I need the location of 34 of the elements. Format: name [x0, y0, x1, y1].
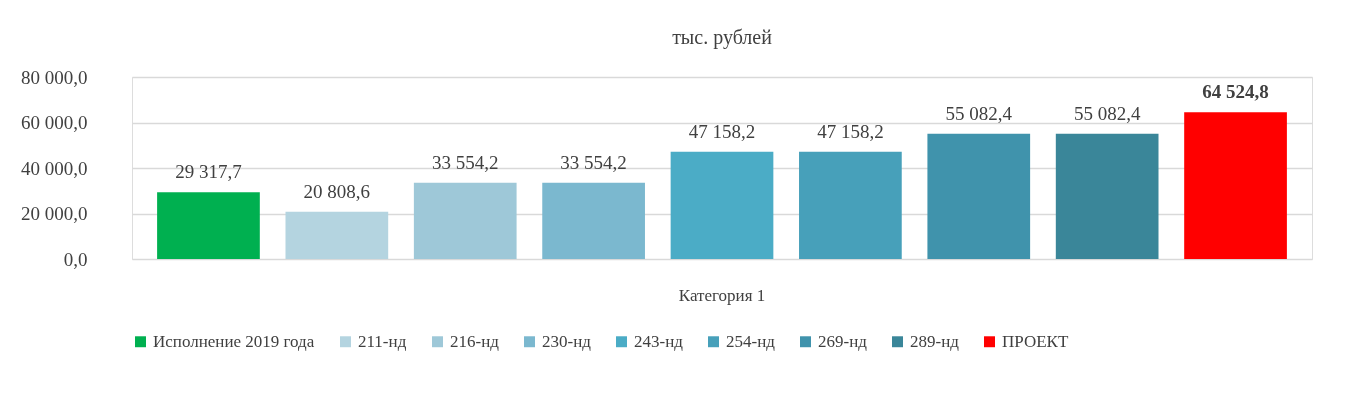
y-tick-label: 0,0 [63, 248, 88, 270]
legend-label: Исполнение 2019 года [153, 331, 315, 351]
bar [157, 192, 260, 259]
bar [670, 151, 774, 259]
data-label: 47 158,2 [688, 120, 756, 142]
bar [413, 182, 517, 259]
bar [1055, 133, 1159, 259]
data-label: 29 317,7 [175, 161, 242, 183]
y-tick-label: 40 000,0 [21, 157, 88, 179]
legend-label: 269-нд [818, 331, 868, 351]
data-label: 20 808,6 [303, 180, 371, 202]
data-label: 47 158,2 [817, 120, 884, 142]
legend-label: ПРОЕКТ [1002, 331, 1069, 351]
chart-title: тыс. рублей [672, 26, 773, 49]
legend-label: 243-нд [634, 331, 684, 351]
legend-label: 289-нд [910, 331, 960, 351]
bar [927, 133, 1031, 259]
data-label: 55 082,4 [945, 102, 1013, 124]
legend-label: 230-нд [542, 331, 592, 351]
legend-label: 211-нд [358, 331, 407, 351]
data-label: 33 554,2 [560, 151, 627, 173]
y-tick-label: 60 000,0 [21, 112, 88, 133]
bar [1184, 112, 1287, 259]
y-tick-label: 80 000,0 [21, 66, 88, 88]
data-label: 55 082,4 [1073, 102, 1141, 124]
legend-label: 254-нд [726, 331, 776, 351]
data-label: 64 524,8 [1202, 81, 1269, 103]
bar [285, 211, 389, 259]
legend-label: 216-нд [450, 331, 500, 351]
x-tick-label: Категория 1 [678, 285, 766, 305]
data-label: 33 554,2 [431, 151, 499, 173]
bar [799, 151, 902, 259]
y-tick-label: 20 000,0 [21, 203, 88, 224]
bar [542, 182, 645, 259]
